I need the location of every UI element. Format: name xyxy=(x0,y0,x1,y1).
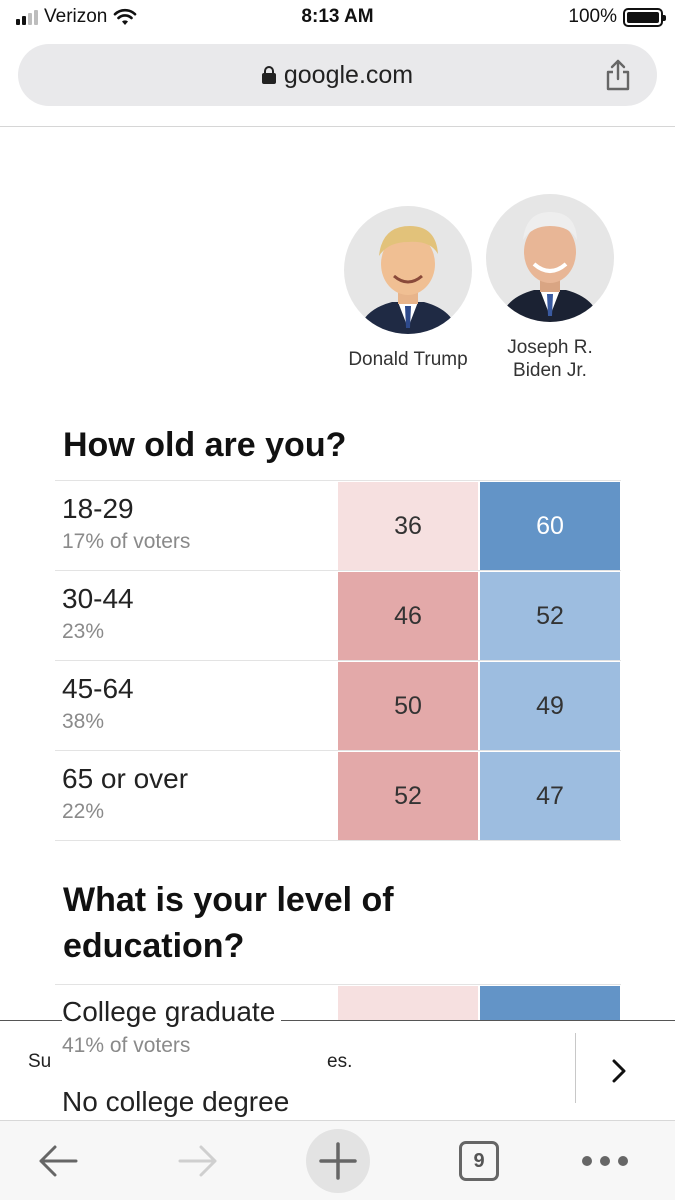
table-row: 65 or over 22% 52 47 xyxy=(55,750,621,840)
row-share: 17% of voters xyxy=(62,530,191,553)
biden-value: 49 xyxy=(480,662,620,750)
back-button[interactable] xyxy=(22,1121,94,1200)
table-bottom-rule xyxy=(55,840,621,841)
biden-value xyxy=(480,986,620,1021)
table-row: 30-44 23% 46 52 xyxy=(55,570,621,660)
battery-icon xyxy=(623,7,666,27)
candidate-biden: Joseph R. Biden Jr. xyxy=(474,194,626,382)
row-share: 41% of voters xyxy=(62,1034,191,1057)
carrier-group: Verizon xyxy=(16,6,137,28)
more-menu-button[interactable] xyxy=(572,1121,638,1200)
banner-text-end: es. xyxy=(327,1051,353,1072)
bottom-banner[interactable]: Su es. xyxy=(0,1020,675,1120)
row-share: 38% xyxy=(62,710,105,733)
address-bar[interactable]: google.com xyxy=(18,44,657,106)
status-bar: Verizon 8:13 AM 100% xyxy=(0,0,675,40)
trump-value: 36 xyxy=(338,482,478,570)
plus-icon xyxy=(319,1142,357,1180)
wifi-icon xyxy=(114,8,137,25)
question-heading-education: What is your level of education? xyxy=(63,881,394,965)
avatar xyxy=(344,206,472,334)
url-text[interactable]: google.com xyxy=(283,60,414,89)
row-share: 22% xyxy=(62,800,105,823)
trump-value: 50 xyxy=(338,662,478,750)
biden-value: 60 xyxy=(480,482,620,570)
candidate-name: Joseph R. Biden Jr. xyxy=(507,337,593,381)
row-label: 30-44 xyxy=(62,583,134,614)
more-dots-icon xyxy=(582,1156,628,1166)
divider xyxy=(575,1033,576,1103)
share-icon[interactable] xyxy=(603,58,633,92)
row-label: No college degree xyxy=(62,1086,290,1117)
carrier-name: Verizon xyxy=(44,6,108,27)
back-arrow-icon xyxy=(39,1145,78,1177)
trump-value: 46 xyxy=(338,572,478,660)
table-row: 18-29 17% of voters 36 60 xyxy=(55,480,621,570)
row-label: 18-29 xyxy=(62,493,134,524)
forward-button[interactable] xyxy=(162,1121,234,1200)
row-share: 23% xyxy=(62,620,105,643)
divider xyxy=(0,126,675,127)
new-tab-button[interactable] xyxy=(304,1121,372,1200)
avatar xyxy=(486,194,614,322)
banner-text-start: Su xyxy=(28,1051,52,1072)
row-label: College graduate xyxy=(62,996,282,1028)
biden-value: 47 xyxy=(480,752,620,840)
battery-group: 100% xyxy=(568,6,666,28)
chevron-right-icon[interactable] xyxy=(612,1059,626,1083)
lock-icon xyxy=(261,66,276,84)
table-row xyxy=(55,984,621,1021)
signal-strength-icon xyxy=(16,9,38,25)
tab-switcher-button[interactable]: 9 xyxy=(451,1121,507,1200)
row-label: 65 or over xyxy=(62,763,189,794)
candidate-name: Donald Trump xyxy=(348,349,468,370)
browser-toolbar: 9 xyxy=(0,1120,675,1200)
trump-value xyxy=(338,986,478,1021)
clock: 8:13 AM xyxy=(301,6,374,27)
trump-value: 52 xyxy=(338,752,478,840)
biden-value: 52 xyxy=(480,572,620,660)
row-label: 45-64 xyxy=(62,673,134,704)
forward-arrow-icon xyxy=(178,1145,217,1177)
candidate-trump: Donald Trump xyxy=(329,206,487,371)
tab-count: 9 xyxy=(459,1141,499,1181)
battery-percent: 100% xyxy=(568,6,617,27)
question-heading-age: How old are you? xyxy=(63,426,347,464)
table-row: 45-64 38% 50 49 xyxy=(55,660,621,750)
